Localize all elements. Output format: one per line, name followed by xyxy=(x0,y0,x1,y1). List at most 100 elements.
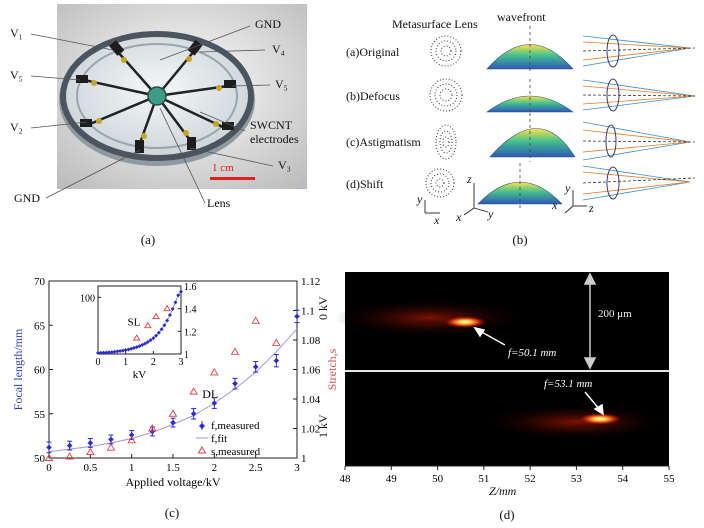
scale-bar xyxy=(210,177,255,180)
focus-arrows xyxy=(473,326,604,416)
clip-tips xyxy=(91,56,222,139)
point-s-measured xyxy=(251,316,260,324)
axis-x-3: x xyxy=(552,198,558,212)
label-v5-right: V₅ xyxy=(275,77,288,91)
x-tick-label: 2 xyxy=(212,462,218,474)
axis-x-1: x xyxy=(434,213,440,227)
y2-tick-label: 1.12 xyxy=(301,276,320,288)
caption-d: (d) xyxy=(499,507,515,522)
x-tick-label: 3 xyxy=(294,462,300,474)
inset-point-f xyxy=(98,350,103,355)
inset-y2-tick-label: 1.6 xyxy=(184,282,197,293)
point-f-measured xyxy=(128,432,135,438)
point-f-measured xyxy=(66,442,73,449)
focal-length-chart: 0 0.5 1 1.5 2 2.5 3 50 55 60 65 70 1 1.02 1.04 1.06 1.08… xyxy=(11,276,339,489)
axis-y-3: y xyxy=(565,181,571,195)
inset-point-f xyxy=(170,306,175,311)
beam-top-glow xyxy=(335,300,525,336)
axis-x-2: x xyxy=(456,210,462,224)
y2-tick-label: 1 xyxy=(301,453,307,465)
inset-point-s xyxy=(163,304,171,312)
scale-arrow xyxy=(583,272,597,370)
inset-point-f xyxy=(118,349,123,354)
point-f-measured xyxy=(252,364,259,370)
x-tick-label: 52 xyxy=(525,473,536,485)
label-electrodes: electrodes xyxy=(250,132,299,146)
caption-b: (b) xyxy=(512,232,528,247)
point-s-measured xyxy=(65,452,74,460)
label-gnd-top: GND xyxy=(255,17,281,31)
inset-point-f xyxy=(101,350,106,355)
inset-x-tick-label: 0 xyxy=(96,357,101,368)
electrode-clips xyxy=(76,39,236,153)
inset-point-f xyxy=(104,350,109,355)
point-s-measured xyxy=(86,447,95,456)
inset-point-f xyxy=(115,349,120,354)
y-tick-label: 50 xyxy=(34,453,46,465)
point-s-measured xyxy=(106,443,116,451)
point-s-measured xyxy=(168,409,178,417)
inset-annotation-sl: SL xyxy=(128,317,141,329)
point-f-measured xyxy=(211,400,218,406)
x-tick-label: 1 xyxy=(129,462,135,474)
label-lens: Lens xyxy=(207,196,231,210)
beam-bottom-focus xyxy=(578,413,622,425)
point-f-measured xyxy=(190,410,197,417)
point-s-measured xyxy=(272,338,281,346)
metasurface-lenses xyxy=(425,35,463,198)
inset-point-f xyxy=(176,293,181,298)
beam-top-focus xyxy=(443,316,487,328)
leader-lines xyxy=(30,25,274,204)
inset-x-tick-label: 3 xyxy=(179,357,184,368)
point-f-measured xyxy=(46,444,52,451)
inset-point-s xyxy=(152,312,160,320)
y2-axis-title: Stretch,s xyxy=(325,348,339,390)
axis-triads xyxy=(424,183,587,216)
point-s-measured xyxy=(230,347,240,355)
axis-z-3: z xyxy=(589,201,594,215)
petri-dish-inner-rim xyxy=(76,43,238,149)
inset-point-f xyxy=(151,336,156,341)
caption-a: (a) xyxy=(140,232,156,247)
row-label-defocus: (b)Defocus xyxy=(346,89,400,103)
y2-tick-label: 1.02 xyxy=(301,424,320,436)
x-tick-label: 55 xyxy=(664,473,676,485)
label-v2: V₂ xyxy=(10,120,23,134)
heatmap-x-axis: 48 49 50 51 52 53 54 55 xyxy=(340,465,676,485)
x-tick-label: 54 xyxy=(617,473,629,485)
legend-marker-f-measured xyxy=(199,423,205,429)
inset-point-f xyxy=(159,327,164,332)
beam-bottom-glow xyxy=(485,405,665,439)
inset-point-f xyxy=(107,350,112,355)
inset-point-f xyxy=(120,348,125,353)
scale-label: 1 cm xyxy=(212,162,234,174)
inset-x-tick-label: 2 xyxy=(151,357,156,368)
wavefront-axis-dashes xyxy=(519,26,531,210)
inset-point-f xyxy=(148,338,153,343)
y2-tick-label: 1.1 xyxy=(301,306,315,318)
row-label-original: (a)Original xyxy=(346,45,400,59)
legend-label-f-measured: f,measured xyxy=(211,420,260,432)
point-f-measured xyxy=(87,440,94,446)
point-f-measured xyxy=(273,357,280,364)
row-label-1kv: 1 kV xyxy=(316,414,330,438)
inset-point-s xyxy=(132,334,141,341)
inset-point-f xyxy=(179,289,183,294)
focus-label-bottom: f=53.1 mm xyxy=(544,378,593,390)
y-tick-label: 65 xyxy=(34,320,46,332)
focus-label-top: f=50.1 mm xyxy=(508,347,557,359)
label-v3: V₃ xyxy=(278,158,291,172)
x-axis-title: Applied voltage/kV xyxy=(126,475,221,489)
legend-label-s-measured: s,measured xyxy=(211,446,261,458)
inset-point-f xyxy=(156,330,161,335)
inset-point-f xyxy=(145,339,150,344)
y2-tick-label: 1.04 xyxy=(301,394,321,406)
annotation-dl: DL xyxy=(202,387,218,401)
axis-y-1: y xyxy=(417,192,423,206)
axis-z-2: z xyxy=(467,172,472,186)
inset-point-f xyxy=(109,350,114,355)
inset-y2-tick-label: 1.2 xyxy=(184,327,197,338)
inset-point-s xyxy=(144,321,152,329)
ray-diagrams xyxy=(582,34,696,201)
